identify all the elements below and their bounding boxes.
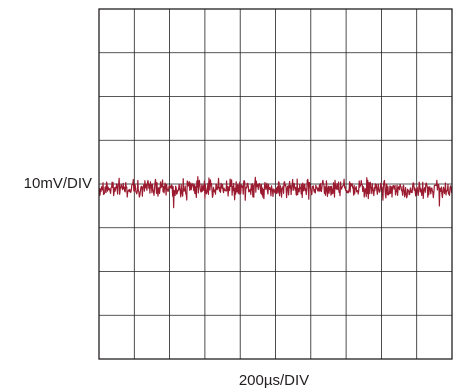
y-axis-label: 10mV/DIV bbox=[24, 175, 92, 192]
x-axis-label: 200µs/DIV bbox=[239, 372, 309, 389]
noise-trace bbox=[98, 176, 453, 209]
plot-frame bbox=[98, 8, 453, 360]
grid bbox=[99, 9, 452, 359]
